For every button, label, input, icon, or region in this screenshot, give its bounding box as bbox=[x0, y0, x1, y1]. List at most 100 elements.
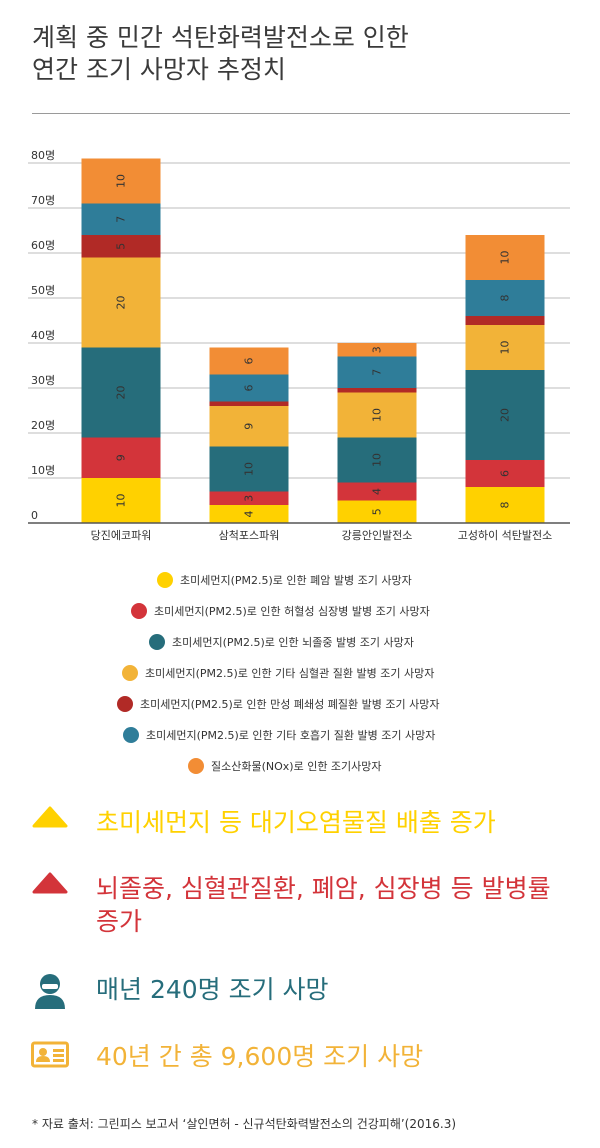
legend-item-other-resp: 초미세먼지(PM2.5)로 인한 기타 호흡기 질환 발병 조기 사망자 bbox=[123, 725, 435, 745]
data-label: 6 bbox=[243, 385, 256, 392]
up-triangle-icon bbox=[32, 806, 68, 828]
stacked-bar-chart: 0 10명 20명 30명 40명 50명 60명 70명 80명 10 9 20 20 5 7 10 당진에코… bbox=[28, 149, 570, 542]
data-label: 10 bbox=[371, 453, 384, 467]
bar-segment bbox=[81, 347, 161, 438]
legend-item-copd: 초미세먼지(PM2.5)로 인한 만성 폐쇄성 폐질환 발병 조기 사망자 bbox=[117, 694, 439, 714]
bar-segment bbox=[209, 505, 289, 523]
y-tick-label: 50명 bbox=[31, 284, 55, 297]
info-text-annual-deaths: 매년 240명 조기 사망 bbox=[96, 975, 329, 1004]
data-label: 3 bbox=[371, 346, 384, 353]
bar-segment bbox=[337, 437, 417, 483]
legend-swatch-nox bbox=[188, 758, 204, 774]
legend-item-stroke: 초미세먼지(PM2.5)로 인한 뇌졸중 발병 조기 사망자 bbox=[149, 632, 414, 652]
data-label: 10 bbox=[115, 494, 128, 508]
legend-label: 초미세먼지(PM2.5)로 인한 폐암 발병 조기 사망자 bbox=[180, 574, 412, 587]
info-text-emissions: 초미세먼지 등 대기오염물질 배출 증가 bbox=[96, 808, 496, 837]
info-annual-deaths: 매년 240명 조기 사망 bbox=[30, 973, 570, 1009]
info-disease: 뇌졸중, 심혈관질환, 폐암, 심장병 등 발병률 증가 bbox=[30, 872, 570, 938]
legend-swatch-other-cv bbox=[122, 665, 138, 681]
bar-segment bbox=[209, 491, 289, 505]
legend-label: 초미세먼지(PM2.5)로 인한 기타 심혈관 질환 발병 조기 사망자 bbox=[145, 667, 435, 680]
bar-segment bbox=[465, 235, 545, 280]
data-label: 10 bbox=[243, 462, 256, 476]
data-label: 10 bbox=[371, 408, 384, 422]
data-label: 10 bbox=[499, 251, 512, 265]
data-label: 10 bbox=[499, 341, 512, 355]
bar-segment bbox=[81, 257, 161, 348]
data-label: 7 bbox=[371, 369, 384, 376]
bar-segment bbox=[465, 370, 545, 460]
person-icon bbox=[35, 974, 65, 1009]
legend-label: 초미세먼지(PM2.5)로 인한 허혈성 심장병 발병 조기 사망자 bbox=[154, 605, 430, 618]
legend-label: 초미세먼지(PM2.5)로 인한 만성 폐쇄성 폐질환 발병 조기 사망자 bbox=[140, 698, 440, 711]
title-line-1: 계획 중 민간 석탄화력발전소로 인한 bbox=[32, 23, 409, 52]
data-label: 3 bbox=[243, 495, 256, 502]
bar-segment bbox=[465, 460, 545, 487]
data-label: 8 bbox=[499, 295, 512, 302]
y-tick-label: 40명 bbox=[31, 329, 55, 342]
bar-segment bbox=[337, 500, 417, 523]
data-label: 9 bbox=[115, 454, 128, 461]
legend-label: 질소산화물(NOx)로 인한 조기사망자 bbox=[211, 760, 382, 773]
legend-item-nox: 질소산화물(NOx)로 인한 조기사망자 bbox=[188, 756, 382, 776]
data-label: 5 bbox=[371, 508, 384, 515]
bar-segment bbox=[465, 280, 545, 316]
data-label: 20 bbox=[115, 386, 128, 400]
bar-segment bbox=[209, 347, 289, 375]
x-tick-label: 강릉안인발전소 bbox=[342, 529, 413, 542]
y-tick-label: 30명 bbox=[31, 374, 55, 387]
bar-segment bbox=[81, 158, 161, 204]
bar-segment bbox=[209, 446, 289, 492]
y-tick-label: 70명 bbox=[31, 194, 55, 207]
legend-item-lung-cancer: 초미세먼지(PM2.5)로 인한 폐암 발병 조기 사망자 bbox=[157, 570, 412, 590]
legend-label: 초미세먼지(PM2.5)로 인한 뇌졸중 발병 조기 사망자 bbox=[172, 636, 414, 649]
data-label: 10 bbox=[115, 174, 128, 188]
title-line-2: 연간 조기 사망자 추정치 bbox=[32, 55, 286, 84]
up-triangle-icon bbox=[32, 872, 68, 894]
bar-segment bbox=[337, 343, 417, 357]
bar-segment bbox=[337, 356, 417, 388]
data-label: 4 bbox=[243, 511, 256, 518]
bar-segment bbox=[209, 401, 289, 406]
title-divider bbox=[32, 113, 570, 114]
bar-segment bbox=[337, 392, 417, 438]
bar-segment bbox=[337, 482, 417, 501]
y-tick-label: 20명 bbox=[31, 419, 55, 432]
y-tick-label: 0 bbox=[31, 509, 38, 522]
legend-swatch-other-resp bbox=[123, 727, 139, 743]
info-total-deaths: 40년 간 총 9,600명 조기 사망 bbox=[30, 1040, 570, 1073]
bar-segment bbox=[337, 388, 417, 393]
source-note: * 자료 출처: 그린피스 보고서 ‘살인면허 - 신규석탄화력발전소의 건강피… bbox=[32, 1117, 457, 1131]
bar-segment bbox=[465, 325, 545, 370]
data-label: 20 bbox=[115, 296, 128, 310]
bar-segment bbox=[209, 374, 289, 402]
info-emissions: 초미세먼지 등 대기오염물질 배출 증가 bbox=[30, 806, 570, 839]
info-text-total-deaths: 40년 간 총 9,600명 조기 사망 bbox=[96, 1042, 424, 1071]
bar-segment bbox=[81, 478, 161, 523]
data-label: 8 bbox=[499, 502, 512, 509]
x-tick-label: 고성하이 석탄발전소 bbox=[458, 528, 553, 542]
data-label: 6 bbox=[243, 358, 256, 365]
x-tick-label: 삼척포스파워 bbox=[219, 529, 280, 542]
legend-swatch-stroke bbox=[149, 634, 165, 650]
bar-segment bbox=[81, 437, 161, 478]
id-card-icon bbox=[31, 1041, 69, 1068]
y-tick-label: 10명 bbox=[31, 464, 55, 477]
data-label: 7 bbox=[115, 216, 128, 223]
y-tick-label: 80명 bbox=[31, 149, 55, 162]
legend-swatch-lung-cancer bbox=[157, 572, 173, 588]
legend-item-other-cv: 초미세먼지(PM2.5)로 인한 기타 심혈관 질환 발병 조기 사망자 bbox=[122, 663, 434, 683]
page-title: 계획 중 민간 석탄화력발전소로 인한 연간 조기 사망자 추정치 bbox=[32, 22, 572, 86]
legend-label: 초미세먼지(PM2.5)로 인한 기타 호흡기 질환 발병 조기 사망자 bbox=[146, 729, 436, 742]
bar-segment bbox=[209, 406, 289, 447]
bar-segment bbox=[81, 203, 161, 235]
bar-segment bbox=[465, 316, 545, 325]
x-tick-label: 당진에코파워 bbox=[91, 529, 152, 542]
data-label: 9 bbox=[243, 423, 256, 430]
data-label: 6 bbox=[499, 470, 512, 477]
y-tick-label: 60명 bbox=[31, 239, 55, 252]
legend-swatch-ihd bbox=[131, 603, 147, 619]
bar-segment bbox=[465, 487, 545, 523]
info-text-disease: 뇌졸중, 심혈관질환, 폐암, 심장병 등 발병률 증가 bbox=[96, 874, 551, 936]
legend-swatch-copd bbox=[117, 696, 133, 712]
